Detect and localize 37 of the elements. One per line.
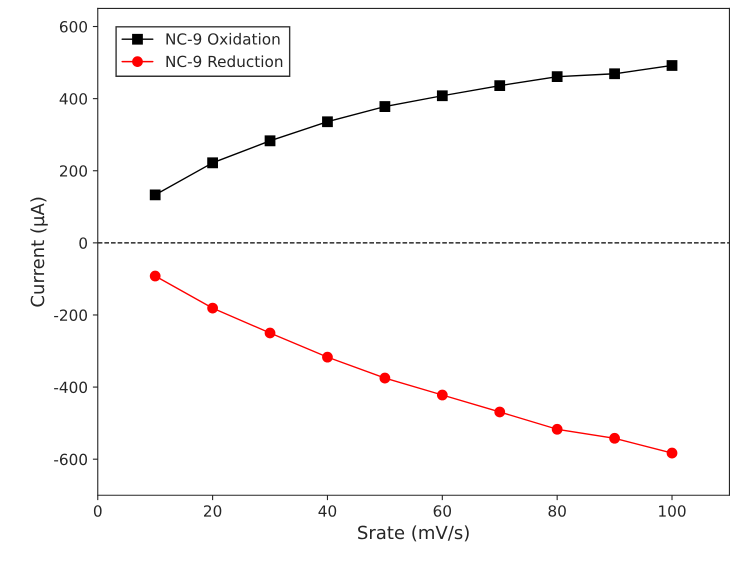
point [264, 135, 276, 146]
y-tick-label: 200 [60, 165, 88, 177]
x-tick-label: 60 [434, 505, 452, 517]
point [552, 71, 563, 82]
point [494, 406, 506, 418]
y-tick-label: -200 [54, 309, 88, 321]
y-tick-label: 600 [60, 20, 88, 33]
x-tick-label: 20 [204, 505, 222, 517]
point [380, 372, 390, 384]
point [552, 424, 563, 435]
legend-label: NC-9 Oxidation [166, 32, 280, 45]
x-tick-label: 80 [548, 505, 566, 517]
point [207, 302, 218, 314]
y-tick-label: 400 [60, 93, 88, 105]
point [322, 116, 333, 128]
point [436, 90, 448, 102]
point [380, 101, 390, 112]
point [264, 328, 276, 338]
y-tick-label: -400 [54, 382, 88, 394]
point [494, 80, 506, 92]
x-tick-label: 0 [94, 505, 102, 517]
point [666, 60, 678, 71]
point [150, 190, 161, 200]
x-tick-label: 40 [318, 505, 336, 517]
x-tick-label: 100 [659, 505, 686, 517]
point [150, 270, 161, 282]
point [666, 448, 678, 458]
y-axis-title: Current (μA) [30, 198, 48, 307]
point [322, 352, 333, 363]
x-axis-title: Srate (mV/s) [358, 525, 469, 542]
y-tick-label: -600 [54, 454, 88, 466]
point [436, 390, 448, 400]
point [609, 68, 620, 80]
legend-label: NC-9 Reduction [166, 55, 282, 68]
y-tick-label: 0 [79, 237, 88, 249]
point [609, 432, 620, 444]
point [207, 157, 218, 168]
